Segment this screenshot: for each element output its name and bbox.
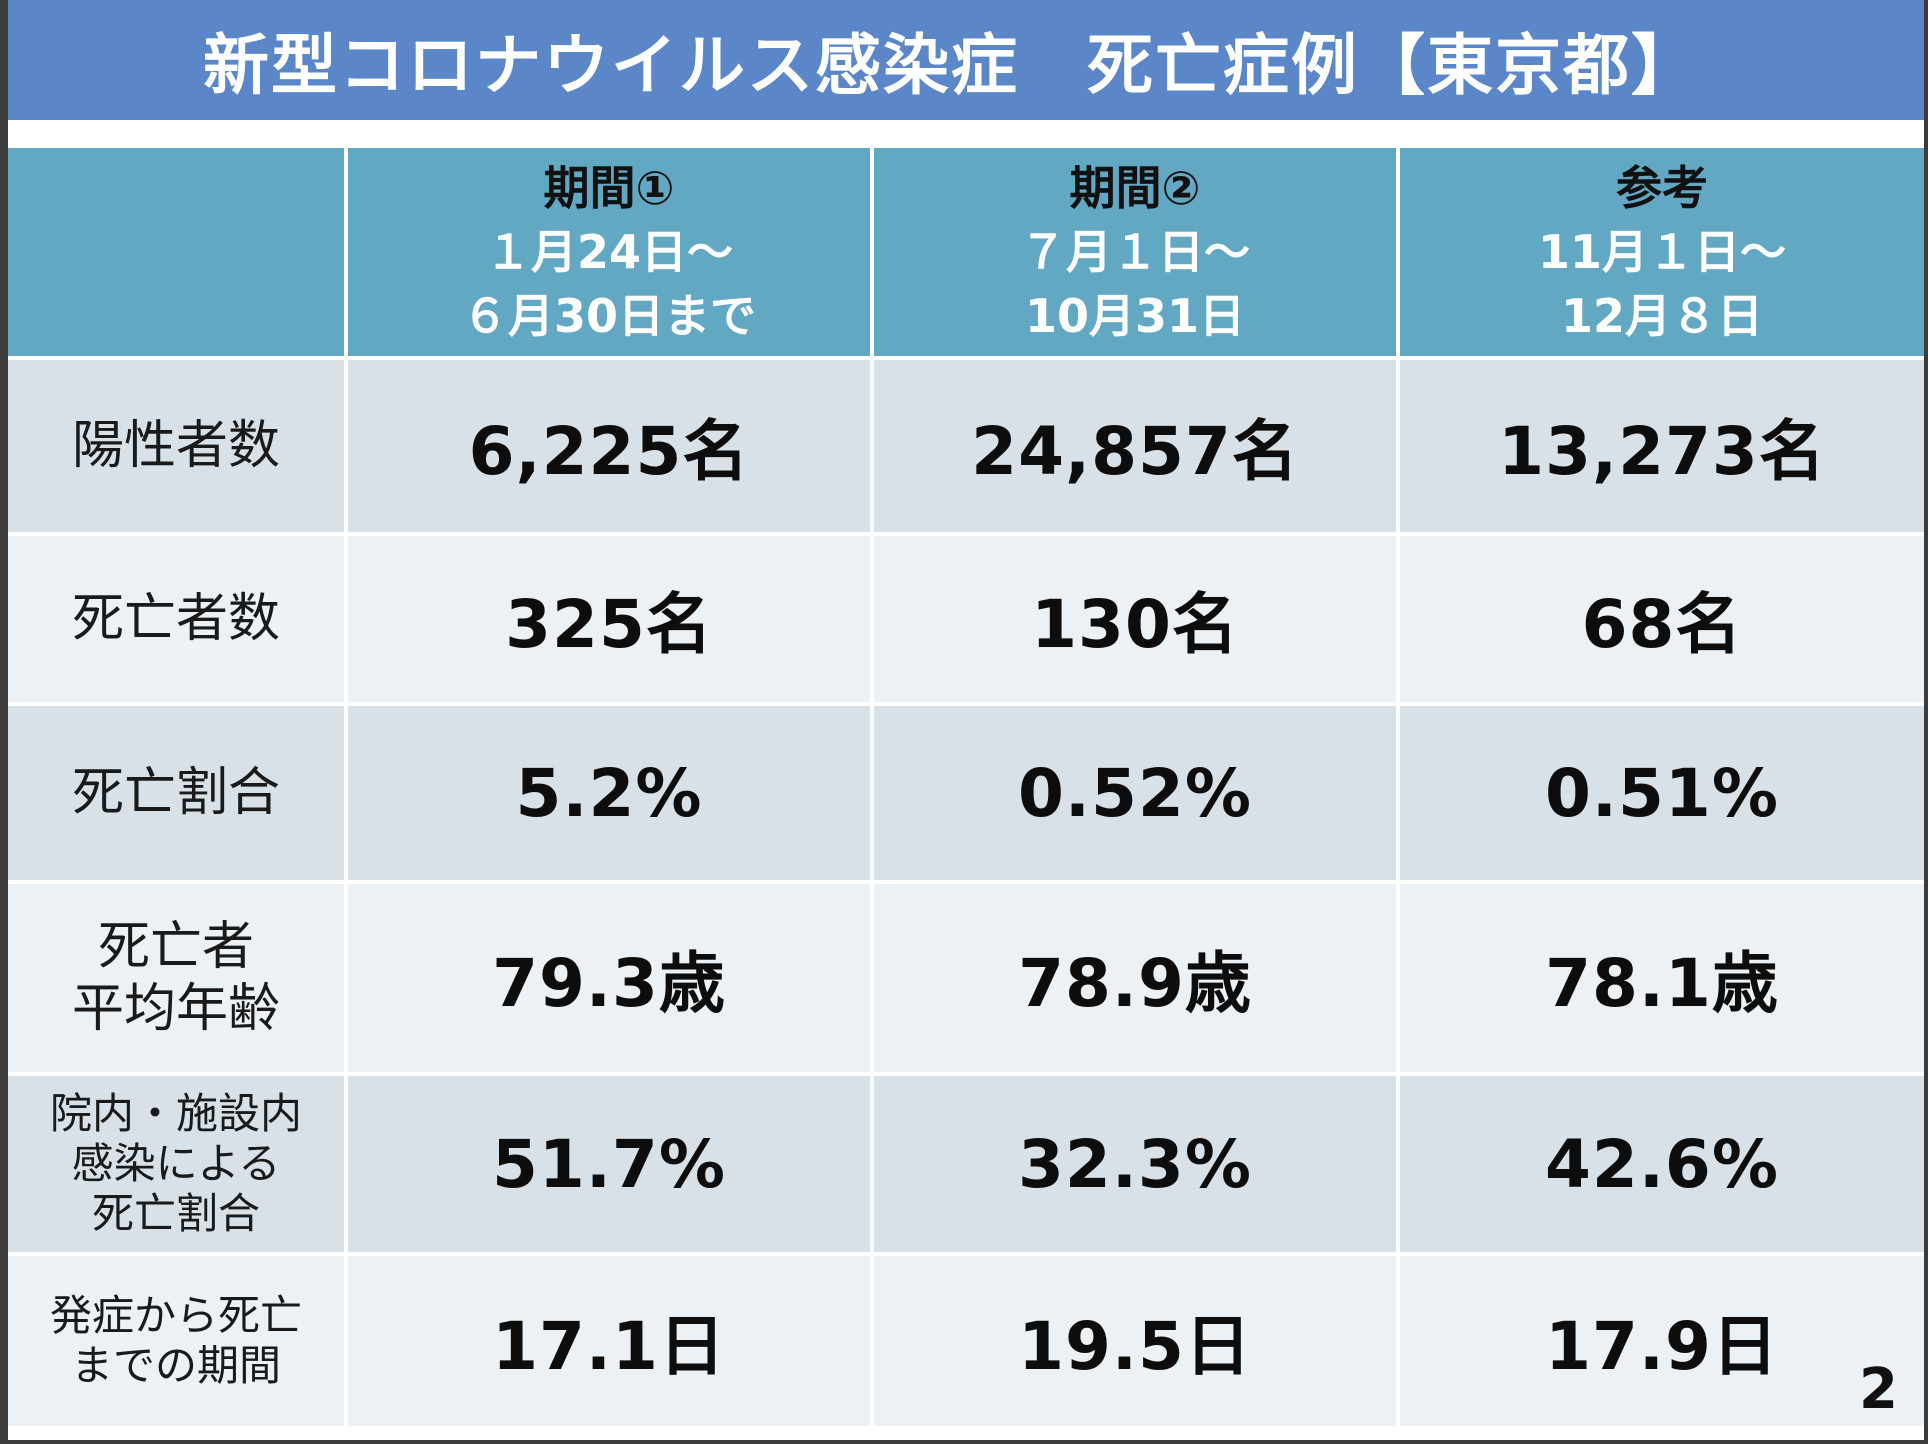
frame-edge-right xyxy=(1924,0,1928,1444)
row-label-line: 死亡者 xyxy=(97,917,254,977)
row-label-line: 陽性者数 xyxy=(71,416,280,476)
header-date-end: ６月30日まで xyxy=(461,289,756,343)
slide-title: 新型コロナウイルス感染症 死亡症例【東京都】 xyxy=(203,27,1699,104)
header-corner-cell xyxy=(8,148,346,358)
row-label-line: 発症から死亡 xyxy=(49,1291,302,1340)
header-period-1: 期間① １月24日～ ６月30日まで xyxy=(344,148,872,358)
value-cell: 17.1日 xyxy=(344,1252,872,1426)
row-label: 陽性者数 xyxy=(8,356,346,534)
row-label: 院内・施設内 感染による 死亡割合 xyxy=(8,1072,346,1254)
value-cell: 17.9日 xyxy=(1396,1252,1924,1426)
value-cell: 24,857名 xyxy=(870,356,1398,534)
value-cell: 19.5日 xyxy=(870,1252,1398,1426)
header-period-2: 期間② ７月１日～ 10月31日 xyxy=(870,148,1398,358)
row-label-line: 死亡割合 xyxy=(91,1189,260,1238)
value-cell: 325名 xyxy=(344,532,872,704)
header-date-start: １月24日～ xyxy=(484,225,733,279)
value-cell: 68名 xyxy=(1396,532,1924,704)
row-label-line: 死亡者数 xyxy=(71,589,280,649)
row-label: 死亡割合 xyxy=(8,702,346,882)
value-cell: 51.7% xyxy=(344,1072,872,1254)
value-cell: 0.51% xyxy=(1396,702,1924,882)
header-reference: 参考 11月１日～ 12月８日 xyxy=(1396,148,1924,358)
header-heading: 期間① xyxy=(543,161,675,215)
table-row-death-rate: 死亡割合 5.2% 0.52% 0.51% xyxy=(8,702,1924,882)
header-date-end: 12月８日 xyxy=(1560,289,1763,343)
value-cell: 5.2% xyxy=(344,702,872,882)
header-heading: 期間② xyxy=(1069,161,1201,215)
frame-edge-bottom xyxy=(0,1440,1928,1444)
table-row-deaths: 死亡者数 325名 130名 68名 xyxy=(8,532,1924,704)
header-date-start: ７月１日～ xyxy=(1020,225,1250,279)
table-row-average-age: 死亡者 平均年齢 79.3歳 78.9歳 78.1歳 xyxy=(8,880,1924,1074)
row-label: 死亡者数 xyxy=(8,532,346,704)
death-cases-table: 期間① １月24日～ ６月30日まで 期間② ７月１日～ 10月31日 参考 1… xyxy=(8,148,1924,1426)
value-cell: 78.9歳 xyxy=(870,880,1398,1074)
row-label-line: 院内・施設内 xyxy=(49,1089,302,1138)
table-row-onset-to-death: 発症から死亡 までの期間 17.1日 19.5日 17.9日 xyxy=(8,1252,1924,1426)
page-number: 2 xyxy=(1859,1357,1898,1422)
row-label-line: 感染による xyxy=(71,1139,281,1188)
value-cell: 13,273名 xyxy=(1396,356,1924,534)
table-row-facility-infection: 院内・施設内 感染による 死亡割合 51.7% 32.3% 42.6% xyxy=(8,1072,1924,1254)
title-bar: 新型コロナウイルス感染症 死亡症例【東京都】 xyxy=(8,0,1924,120)
row-label-line: 死亡割合 xyxy=(71,763,280,823)
header-date-end: 10月31日 xyxy=(1024,289,1246,343)
table-row-positive-cases: 陽性者数 6,225名 24,857名 13,273名 xyxy=(8,356,1924,534)
value-cell: 6,225名 xyxy=(344,356,872,534)
value-cell: 42.6% xyxy=(1396,1072,1924,1254)
value-cell: 0.52% xyxy=(870,702,1398,882)
table-header-row: 期間① １月24日～ ６月30日まで 期間② ７月１日～ 10月31日 参考 1… xyxy=(8,148,1924,358)
value-cell: 79.3歳 xyxy=(344,880,872,1074)
value-cell: 32.3% xyxy=(870,1072,1398,1254)
header-date-start: 11月１日～ xyxy=(1537,225,1786,279)
value-cell: 78.1歳 xyxy=(1396,880,1924,1074)
row-label: 死亡者 平均年齢 xyxy=(8,880,346,1074)
row-label-line: までの期間 xyxy=(70,1341,281,1390)
frame-edge-left xyxy=(0,0,8,1444)
header-heading: 参考 xyxy=(1616,161,1708,215)
row-label: 発症から死亡 までの期間 xyxy=(8,1252,346,1426)
value-cell: 130名 xyxy=(870,532,1398,704)
row-label-line: 平均年齢 xyxy=(71,979,280,1039)
